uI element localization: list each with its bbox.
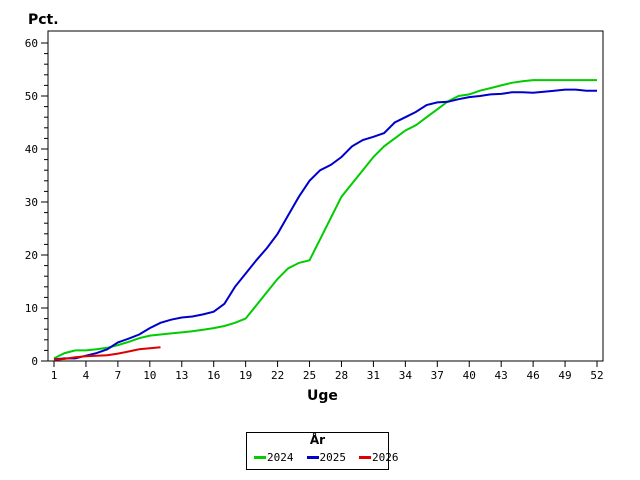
plot-area [47, 30, 604, 362]
y-axis-tick-label: 20 [25, 249, 38, 262]
x-axis-tick-label: 31 [367, 369, 380, 382]
y-axis-title: Pct. [28, 12, 59, 28]
legend-label: 2025 [319, 451, 347, 464]
y-axis-tick-label: 40 [25, 143, 38, 156]
x-axis-tick-label: 13 [175, 369, 188, 382]
x-axis-tick-label: 16 [207, 369, 220, 382]
series-lines [53, 79, 597, 361]
legend-box: År 2024 2025 2026 [246, 432, 399, 470]
series-line-2026 [53, 346, 161, 361]
x-axis-tick-label: 25 [303, 369, 316, 382]
x-axis-tick-label: 4 [83, 369, 90, 382]
x-axis: 1 4 7 10 13 16 19 22 25 28 31 34 37 40 43 46 49 52 [51, 361, 604, 382]
x-axis-tick-label: 37 [431, 369, 444, 382]
x-axis-tick-label: 52 [590, 369, 603, 382]
legend-title: År [309, 433, 326, 447]
series-line-2024 [53, 79, 597, 360]
y-axis-tick-label: 50 [25, 90, 38, 103]
legend-swatch-2025 [306, 456, 319, 459]
x-axis-tick-label: 43 [495, 369, 508, 382]
legend-entry-2026: 2026 [359, 451, 399, 464]
y-axis-tick-label: 10 [25, 302, 38, 315]
y-axis: 0 10 20 30 40 50 60 [25, 37, 48, 368]
legend-swatch-2024 [254, 456, 266, 459]
x-axis-tick-label: 10 [143, 369, 156, 382]
x-axis-tick-label: 22 [271, 369, 284, 382]
series-line-2025 [53, 88, 597, 361]
legend-entries: 2024 2025 2026 [247, 451, 399, 464]
x-axis-tick-label: 49 [558, 369, 571, 382]
legend-entry-2025: 2025 [306, 451, 347, 464]
legend-label: 2026 [372, 451, 399, 464]
x-axis-tick-label: 46 [526, 369, 539, 382]
x-axis-tick-label: 7 [115, 369, 122, 382]
x-axis-title: Uge [307, 388, 338, 404]
x-axis-tick-label: 40 [463, 369, 476, 382]
y-axis-tick-label: 0 [31, 355, 38, 368]
x-axis-tick-label: 28 [335, 369, 348, 382]
y-axis-tick-label: 60 [25, 37, 38, 50]
y-axis-tick-label: 30 [25, 196, 38, 209]
legend-entry-2024: 2024 [254, 451, 294, 464]
x-axis-tick-label: 19 [239, 369, 252, 382]
x-axis-tick-label: 34 [399, 369, 413, 382]
legend-swatch-2026 [359, 456, 371, 459]
x-axis-tick-label: 1 [51, 369, 58, 382]
legend-label: 2024 [267, 451, 294, 464]
